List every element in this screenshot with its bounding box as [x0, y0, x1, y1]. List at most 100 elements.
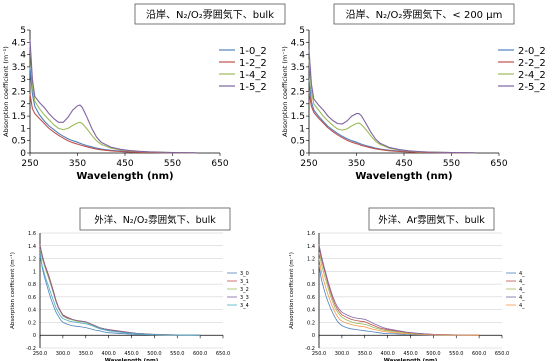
- chart-1-y-tick-label: 3.5: [12, 63, 26, 73]
- chart-1-x-tick-label: 650: [211, 159, 228, 169]
- chart-2-y-tick-label: 2.5: [291, 88, 305, 98]
- chart-2-legend-label: 2-4_2: [518, 70, 546, 81]
- chart-2-y-tick-label: 4: [299, 51, 305, 61]
- chart-1-y-tick-label: 0: [20, 149, 26, 159]
- chart-3-legend-label: 3_3: [240, 295, 249, 301]
- chart-3-y-axis-label: Absorption coefficient (m⁻¹): [9, 252, 16, 329]
- chart-1-series-4-line: [29, 39, 197, 154]
- chart-4-title-box: [368, 207, 495, 231]
- chart-4-x-tick-label: 500.0: [426, 351, 440, 357]
- chart-3-series-4-line: [39, 245, 201, 336]
- chart-3-x-tick-label: 600.0: [193, 351, 207, 357]
- chart-2-y-axis-label: Absorption coefficient (m⁻¹): [281, 46, 289, 137]
- chart-3-y-tick-label: 1.6: [28, 231, 36, 237]
- chart-4-y-tick-label: 0.6: [307, 295, 315, 301]
- chart-1-x-tick-label: 250: [21, 159, 38, 169]
- chart-4-x-tick-label: 450.0: [403, 351, 417, 357]
- chart-4-legend-label: 4_: [519, 303, 525, 309]
- chart-4-y-tick-label: 1.2: [307, 257, 315, 263]
- chart-3-title-box: [79, 207, 231, 231]
- chart-2-y-tick-label: 1: [299, 124, 305, 134]
- chart-3-legend-label: 3_1: [240, 279, 249, 285]
- chart-1-legend-label: 1-0_2: [239, 46, 267, 57]
- chart-3-y-tick-label: 0.6: [28, 295, 36, 301]
- chart-2-y-tick-label: 4.5: [291, 38, 305, 48]
- chart-3-series-1-line: [39, 252, 201, 336]
- chart-3-x-tick-label: 550.0: [170, 351, 184, 357]
- chart-4-series-4-line: [318, 244, 480, 336]
- chart-1-x-tick-label: 550: [164, 159, 181, 169]
- chart-1-series-3-line: [29, 42, 197, 154]
- chart-offshore-ar-bulk: 外洋、Ar雰囲気下、bulk -0.2 0 0.2 0.4 0.6 0.8 1 1.2 1.4 1.…: [288, 207, 525, 361]
- chart-3-x-tick-label: 450.0: [124, 351, 138, 357]
- chart-1-y-tick-label: 2: [20, 100, 26, 110]
- chart-offshore-n2o2-bulk: 外洋、N₂/O₂雰囲気下、bulk -0.2 0 0.2 0.4 0.6 0.8 1 1.2 1.…: [9, 207, 249, 361]
- chart-1-y-tick-label: 0.5: [12, 137, 26, 147]
- chart-2-x-tick-label: 250: [300, 159, 317, 169]
- chart-3-x-tick-label: 500.0: [147, 351, 161, 357]
- chart-4-y-tick-label: 1.4: [307, 244, 315, 250]
- chart-4-y-tick-label: 1.6: [307, 231, 315, 237]
- chart-2-series-4-line: [308, 49, 476, 154]
- chart-4-x-tick-label: 300.0: [335, 351, 349, 357]
- chart-2-title-box: [333, 3, 515, 25]
- chart-2-x-tick-label: 350: [348, 159, 365, 169]
- chart-2-y-tick-label: 5: [299, 26, 305, 36]
- chart-2-title: 沿岸、N₂/O₂雰囲気下、< 200 μm: [346, 8, 503, 21]
- chart-1-y-tick-label: 5: [20, 26, 26, 36]
- chart-1-title-box: [134, 3, 286, 25]
- chart-4-legend-label: 4_: [519, 295, 525, 301]
- chart-4-legend-label: 4_: [519, 271, 525, 277]
- chart-4-series-3-line: [318, 252, 480, 336]
- chart-3-series-2-line: [39, 244, 201, 336]
- chart-4-y-tick-label: 0.8: [307, 282, 315, 288]
- chart-3-x-tick-label: 350.0: [79, 351, 93, 357]
- chart-2-legend-label: 2-2_2: [518, 58, 546, 69]
- chart-1-y-tick-label: 1.5: [12, 112, 26, 122]
- chart-3-x-tick-label: 400.0: [101, 351, 115, 357]
- chart-4-y-tick-label: -0.2: [305, 346, 315, 352]
- chart-4-legend-label: 4_: [519, 279, 525, 285]
- chart-2-y-tick-label: 3: [299, 75, 305, 85]
- chart-3-legend-label: 3_2: [240, 287, 249, 293]
- chart-4-x-tick-label: 350.0: [358, 351, 372, 357]
- chart-3-y-tick-label: 0.4: [28, 308, 36, 314]
- chart-4-x-tick-label: 400.0: [380, 351, 394, 357]
- chart-1-legend-label: 1-4_2: [239, 70, 267, 81]
- chart-2-series-3-line: [308, 59, 476, 154]
- chart-3-legend-label: 3_4: [240, 303, 249, 309]
- chart-4-x-tick-label: 600.0: [472, 351, 486, 357]
- chart-1-series-1-line: [29, 66, 197, 154]
- chart-3-x-axis-label: Wavelength (nm): [105, 358, 159, 361]
- chart-1-title: 沿岸、N₂/O₂雰囲気下、bulk: [146, 8, 274, 21]
- chart-2-series-2-line: [308, 91, 476, 154]
- chart-3-x-tick-label: 650.0: [216, 351, 230, 357]
- chart-2-series-1-line: [308, 79, 476, 154]
- chart-3-x-tick-label: 300.0: [56, 351, 70, 357]
- chart-3-x-tick-label: 250.0: [33, 351, 47, 357]
- chart-2-y-tick-label: 0.5: [291, 137, 305, 147]
- chart-4-y-tick-label: 0.2: [307, 320, 315, 326]
- chart-3-y-tick-label: -0.2: [26, 346, 36, 352]
- chart-1-legend-label: 1-2_2: [239, 58, 267, 69]
- chart-coastal-n2o2-lt200um: 沿岸、N₂/O₂雰囲気下、< 200 μm 0 0.5 1 1.5 2 2.5 3 3.5 4 4.…: [281, 3, 546, 182]
- chart-4-x-tick-label: 550.0: [449, 351, 463, 357]
- chart-4-series-1-line: [318, 264, 480, 336]
- chart-1-y-tick-label: 3: [20, 75, 26, 85]
- chart-2-x-tick-label: 550: [443, 159, 460, 169]
- chart-1-y-axis-label: Absorption coefficient (m⁻¹): [2, 46, 10, 137]
- chart-3-legend-label: 3_0: [240, 271, 249, 277]
- chart-2-x-axis-label: Wavelength (nm): [355, 171, 452, 182]
- chart-3-y-tick-label: 1.2: [28, 257, 36, 263]
- chart-4-legend-label: 4_: [519, 287, 525, 293]
- chart-1-x-axis-label: Wavelength (nm): [76, 171, 173, 182]
- chart-1-x-tick-label: 350: [69, 159, 86, 169]
- chart-2-y-tick-label: 2: [299, 100, 305, 110]
- chart-3-y-tick-label: 1: [33, 269, 36, 275]
- chart-coastal-n2o2-bulk: 沿岸、N₂/O₂雰囲気下、bulk 0 0.5 1 1.5 2 2.5 3 3.5 4 4.5 5 25…: [2, 3, 286, 182]
- chart-2-legend-label: 2-0_2: [518, 46, 546, 57]
- chart-1-y-tick-label: 4.5: [12, 38, 26, 48]
- chart-3-y-tick-label: 1.4: [28, 244, 36, 250]
- chart-3-title: 外洋、N₂/O₂雰囲気下、bulk: [94, 214, 216, 226]
- chart-2-x-tick-label: 650: [490, 159, 507, 169]
